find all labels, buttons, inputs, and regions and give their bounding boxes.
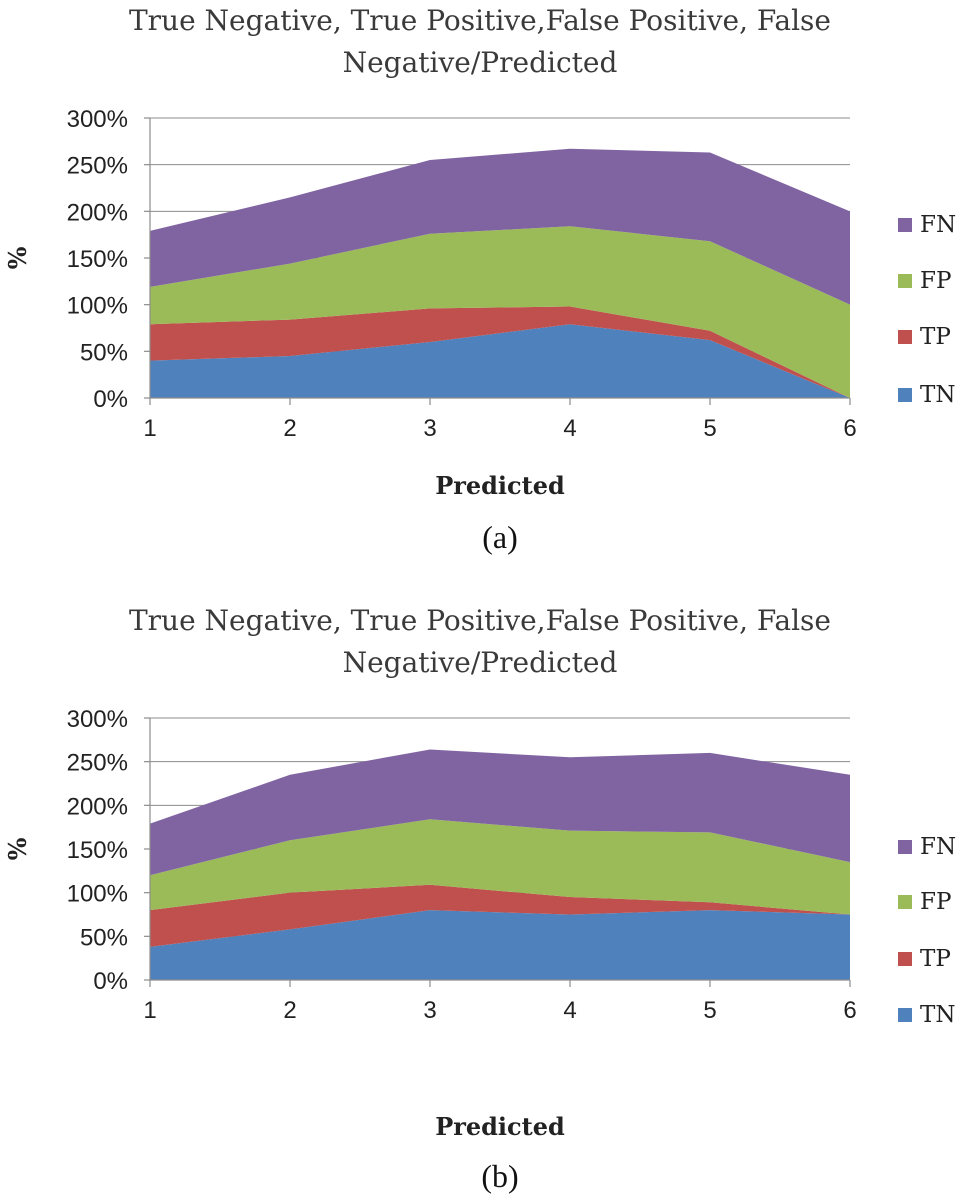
figure-caption: (a) [482,519,518,555]
legend-swatch-fp [898,895,912,909]
x-axis-title: Predicted [435,471,565,500]
legend-label-fn: FN [920,212,956,238]
x-tick-label: 4 [563,997,576,1024]
x-tick-label: 1 [143,415,156,442]
y-tick-label: 250% [67,750,128,777]
legend-swatch-fn [898,840,912,854]
y-tick-label: 200% [67,199,128,226]
figure-caption: (b) [481,1158,518,1194]
x-tick-label: 6 [843,997,856,1024]
area-fp [150,226,850,398]
area-tp [150,884,850,947]
area-fn [150,749,850,876]
area-tp [150,306,850,398]
y-tick-label: 150% [67,246,128,273]
chart-a: True Negative, True Positive,False Posit… [3,4,956,555]
chart-b: True Negative, True Positive,False Posit… [3,604,956,1194]
chart-title-line: True Negative, True Positive,False Posit… [129,4,831,37]
legend-swatch-tn [898,388,912,402]
area-tn [150,910,850,980]
legend-label-fp: FP [920,268,951,294]
y-tick-label: 100% [67,881,128,908]
x-tick-label: 4 [563,415,576,442]
y-tick-label: 0% [93,968,128,995]
area-fp [150,819,850,915]
y-tick-label: 0% [93,386,128,413]
x-tick-label: 3 [423,415,436,442]
legend-label-tp: TP [920,946,951,972]
y-axis-title: % [3,837,32,860]
legend-label-tp: TP [920,324,951,350]
x-tick-label: 5 [703,415,716,442]
legend-label-tn: TN [920,1002,955,1028]
y-tick-label: 100% [67,293,128,320]
legend-swatch-fn [898,218,912,232]
chart-title-line: True Negative, True Positive,False Posit… [129,604,831,637]
x-tick-label: 1 [143,997,156,1024]
legend-swatch-fp [898,274,912,288]
y-tick-label: 150% [67,837,128,864]
area-fn [150,148,850,305]
x-tick-label: 6 [843,415,856,442]
legend-label-tn: TN [920,382,955,408]
legend-label-fp: FP [920,889,951,915]
area-tn [150,324,850,398]
y-tick-label: 250% [67,153,128,180]
y-tick-label: 200% [67,793,128,820]
y-tick-label: 300% [67,706,128,733]
y-axis-title: % [3,246,32,269]
x-tick-label: 2 [283,415,296,442]
chart-title-line: Negative/Predicted [343,646,618,679]
legend-swatch-tp [898,952,912,966]
x-tick-label: 3 [423,997,436,1024]
x-tick-label: 2 [283,997,296,1024]
legend-swatch-tn [898,1008,912,1022]
legend-swatch-tp [898,330,912,344]
legend-label-fn: FN [920,834,956,860]
x-tick-label: 5 [703,997,716,1024]
y-tick-label: 300% [67,106,128,133]
chart-title-line: Negative/Predicted [343,46,618,79]
y-tick-label: 50% [80,924,128,951]
y-tick-label: 50% [80,339,128,366]
x-axis-title: Predicted [435,1112,565,1141]
